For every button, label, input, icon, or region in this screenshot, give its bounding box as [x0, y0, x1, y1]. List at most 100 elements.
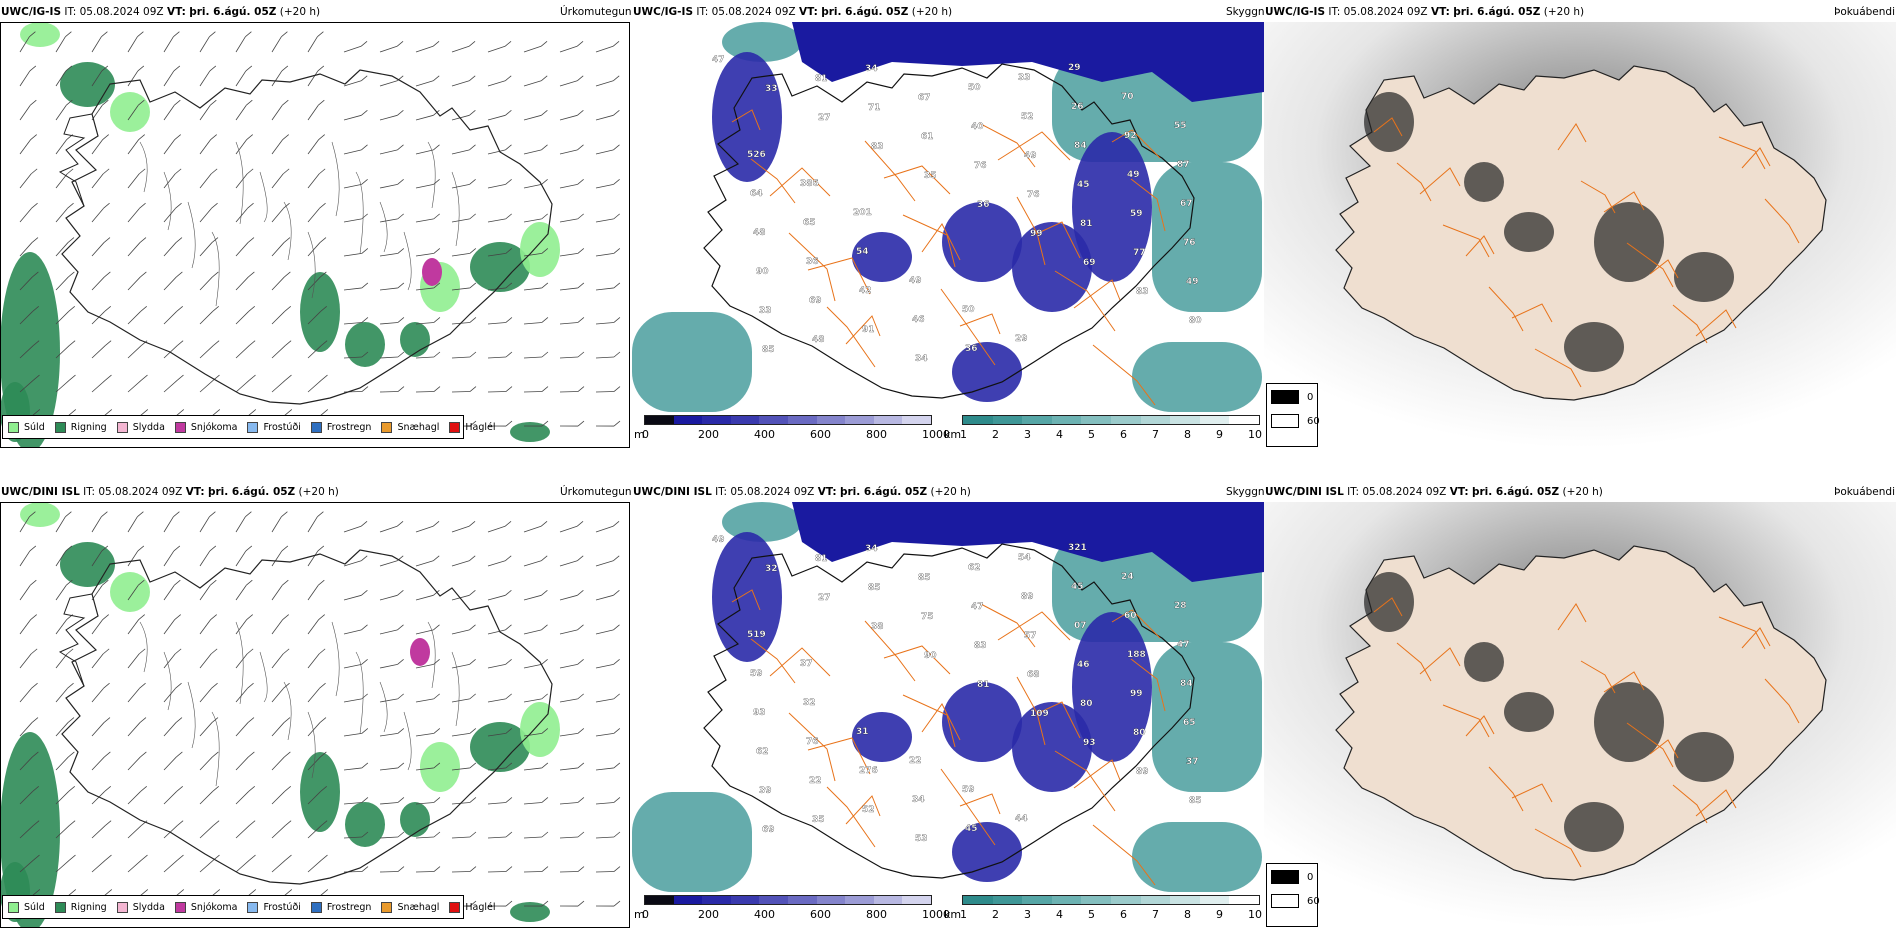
- wind-barb: [163, 65, 181, 87]
- wind-barb: [307, 134, 325, 155]
- wind-barb: [163, 271, 183, 291]
- wind-barb: [487, 351, 513, 359]
- legend-item-súld: Súld: [8, 421, 45, 433]
- precip-area: [400, 802, 430, 837]
- visibility-tick: 1: [960, 428, 967, 441]
- wind-barb: [235, 579, 253, 601]
- cloudbase-value-label: 61: [921, 132, 934, 142]
- wind-barb: [91, 374, 112, 393]
- fog-area: [1364, 92, 1414, 152]
- product-title: Skyggni: [1226, 6, 1264, 18]
- wind-barb: [235, 271, 255, 291]
- cloudbase-value-label: 36: [965, 344, 978, 354]
- wind-barb: [163, 545, 181, 567]
- low-visibility-area: [1132, 822, 1262, 892]
- wind-barb: [307, 31, 324, 53]
- wind-barb: [91, 202, 110, 223]
- wind-barb: [451, 110, 476, 121]
- wind-barb: [199, 340, 220, 359]
- cloudbase-value-label: 81: [1080, 219, 1093, 229]
- wind-barb: [271, 545, 289, 567]
- wind-barb: [163, 682, 182, 703]
- cloudbase-value-label: 53: [915, 834, 928, 844]
- colorbar-segment: [992, 896, 1023, 904]
- wind-barb: [379, 386, 405, 393]
- cloudbase-value-label: 85: [868, 583, 881, 593]
- wind-barb: [523, 624, 548, 635]
- wind-barb: [19, 511, 36, 533]
- cloudbase-value-label: 55: [1174, 121, 1187, 131]
- fog-legend-item: 60: [1271, 414, 1320, 428]
- precip-area: [345, 802, 385, 847]
- wind-barb: [487, 110, 512, 121]
- fog-area: [1464, 642, 1504, 682]
- wind-barb: [55, 271, 75, 291]
- wind-barb: [523, 866, 549, 873]
- wind-barb: [271, 682, 290, 703]
- wind-barb: [523, 693, 548, 703]
- cloudbase-value-label: 526: [747, 150, 766, 160]
- visibility-tick: 5: [1088, 908, 1095, 921]
- precip-type-map: [0, 22, 630, 448]
- colorbar-segment: [873, 416, 903, 424]
- wind-barb: [415, 386, 441, 393]
- wind-barb: [307, 237, 327, 257]
- wind-barb: [343, 590, 368, 601]
- wind-barb: [559, 40, 584, 53]
- cloudbase-value-label: 49: [1024, 151, 1037, 161]
- snow-area: [410, 638, 430, 666]
- wind-barb: [199, 751, 219, 771]
- wind-barb: [271, 854, 292, 873]
- colorbar-segment: [1081, 896, 1111, 904]
- wind-barb: [19, 579, 37, 601]
- product-title: Þokuábendi: [1834, 486, 1895, 498]
- wind-barb: [235, 202, 254, 223]
- legend-item-snjókoma: Snjókoma: [174, 421, 237, 433]
- precip-area: [510, 902, 550, 922]
- wind-barb: [55, 545, 73, 567]
- wind-barb: [451, 555, 476, 567]
- wind-barb: [343, 659, 368, 669]
- wind-barb: [451, 75, 476, 87]
- wind-barb: [199, 305, 220, 325]
- wind-barb: [343, 213, 368, 223]
- wind-barb: [379, 797, 405, 805]
- wind-barb: [415, 179, 440, 189]
- cloudbase-value-label: 65: [803, 218, 816, 228]
- fog-panel-top: UWC/IG-IS IT: 05.08.2024 09Z VT: þri. 6.…: [1264, 0, 1896, 450]
- wind-barb: [523, 110, 548, 121]
- wind-barb: [487, 213, 512, 223]
- wind-barb: [19, 374, 40, 393]
- low-visibility-area: [722, 22, 802, 62]
- cloudbase-value-label: 87: [1177, 160, 1190, 170]
- visibility-tick: 4: [1056, 428, 1063, 441]
- wind-barb: [271, 648, 290, 669]
- wind-barb: [559, 797, 585, 805]
- low-cloudbase-area: [712, 532, 782, 662]
- wind-barb: [235, 99, 253, 121]
- wind-barb: [235, 682, 254, 703]
- cloudbase-value-label: 57: [1024, 631, 1037, 641]
- visibility-tick: 6: [1120, 428, 1127, 441]
- wind-barb: [595, 693, 620, 703]
- wind-barb: [55, 99, 73, 121]
- wind-barb: [55, 340, 76, 359]
- wind-barb: [559, 831, 585, 839]
- wind-barb: [451, 386, 477, 393]
- wind-barb: [379, 520, 404, 533]
- wind-barb: [163, 374, 184, 393]
- visibility-tick: 2: [992, 428, 999, 441]
- wind-barb: [163, 854, 184, 873]
- wind-barb: [343, 624, 368, 635]
- wind-barb: [559, 317, 585, 325]
- island: [1335, 545, 1827, 881]
- wind-barb: [163, 511, 180, 533]
- wind-barb: [235, 340, 256, 359]
- wind-barb: [19, 305, 40, 325]
- wind-barb: [307, 65, 325, 87]
- wind-barb: [127, 374, 148, 393]
- wind-barb: [307, 579, 325, 601]
- colorbar-segment: [759, 896, 788, 904]
- wind-barb: [19, 820, 40, 839]
- cloudbase-value-label: 34: [915, 354, 928, 364]
